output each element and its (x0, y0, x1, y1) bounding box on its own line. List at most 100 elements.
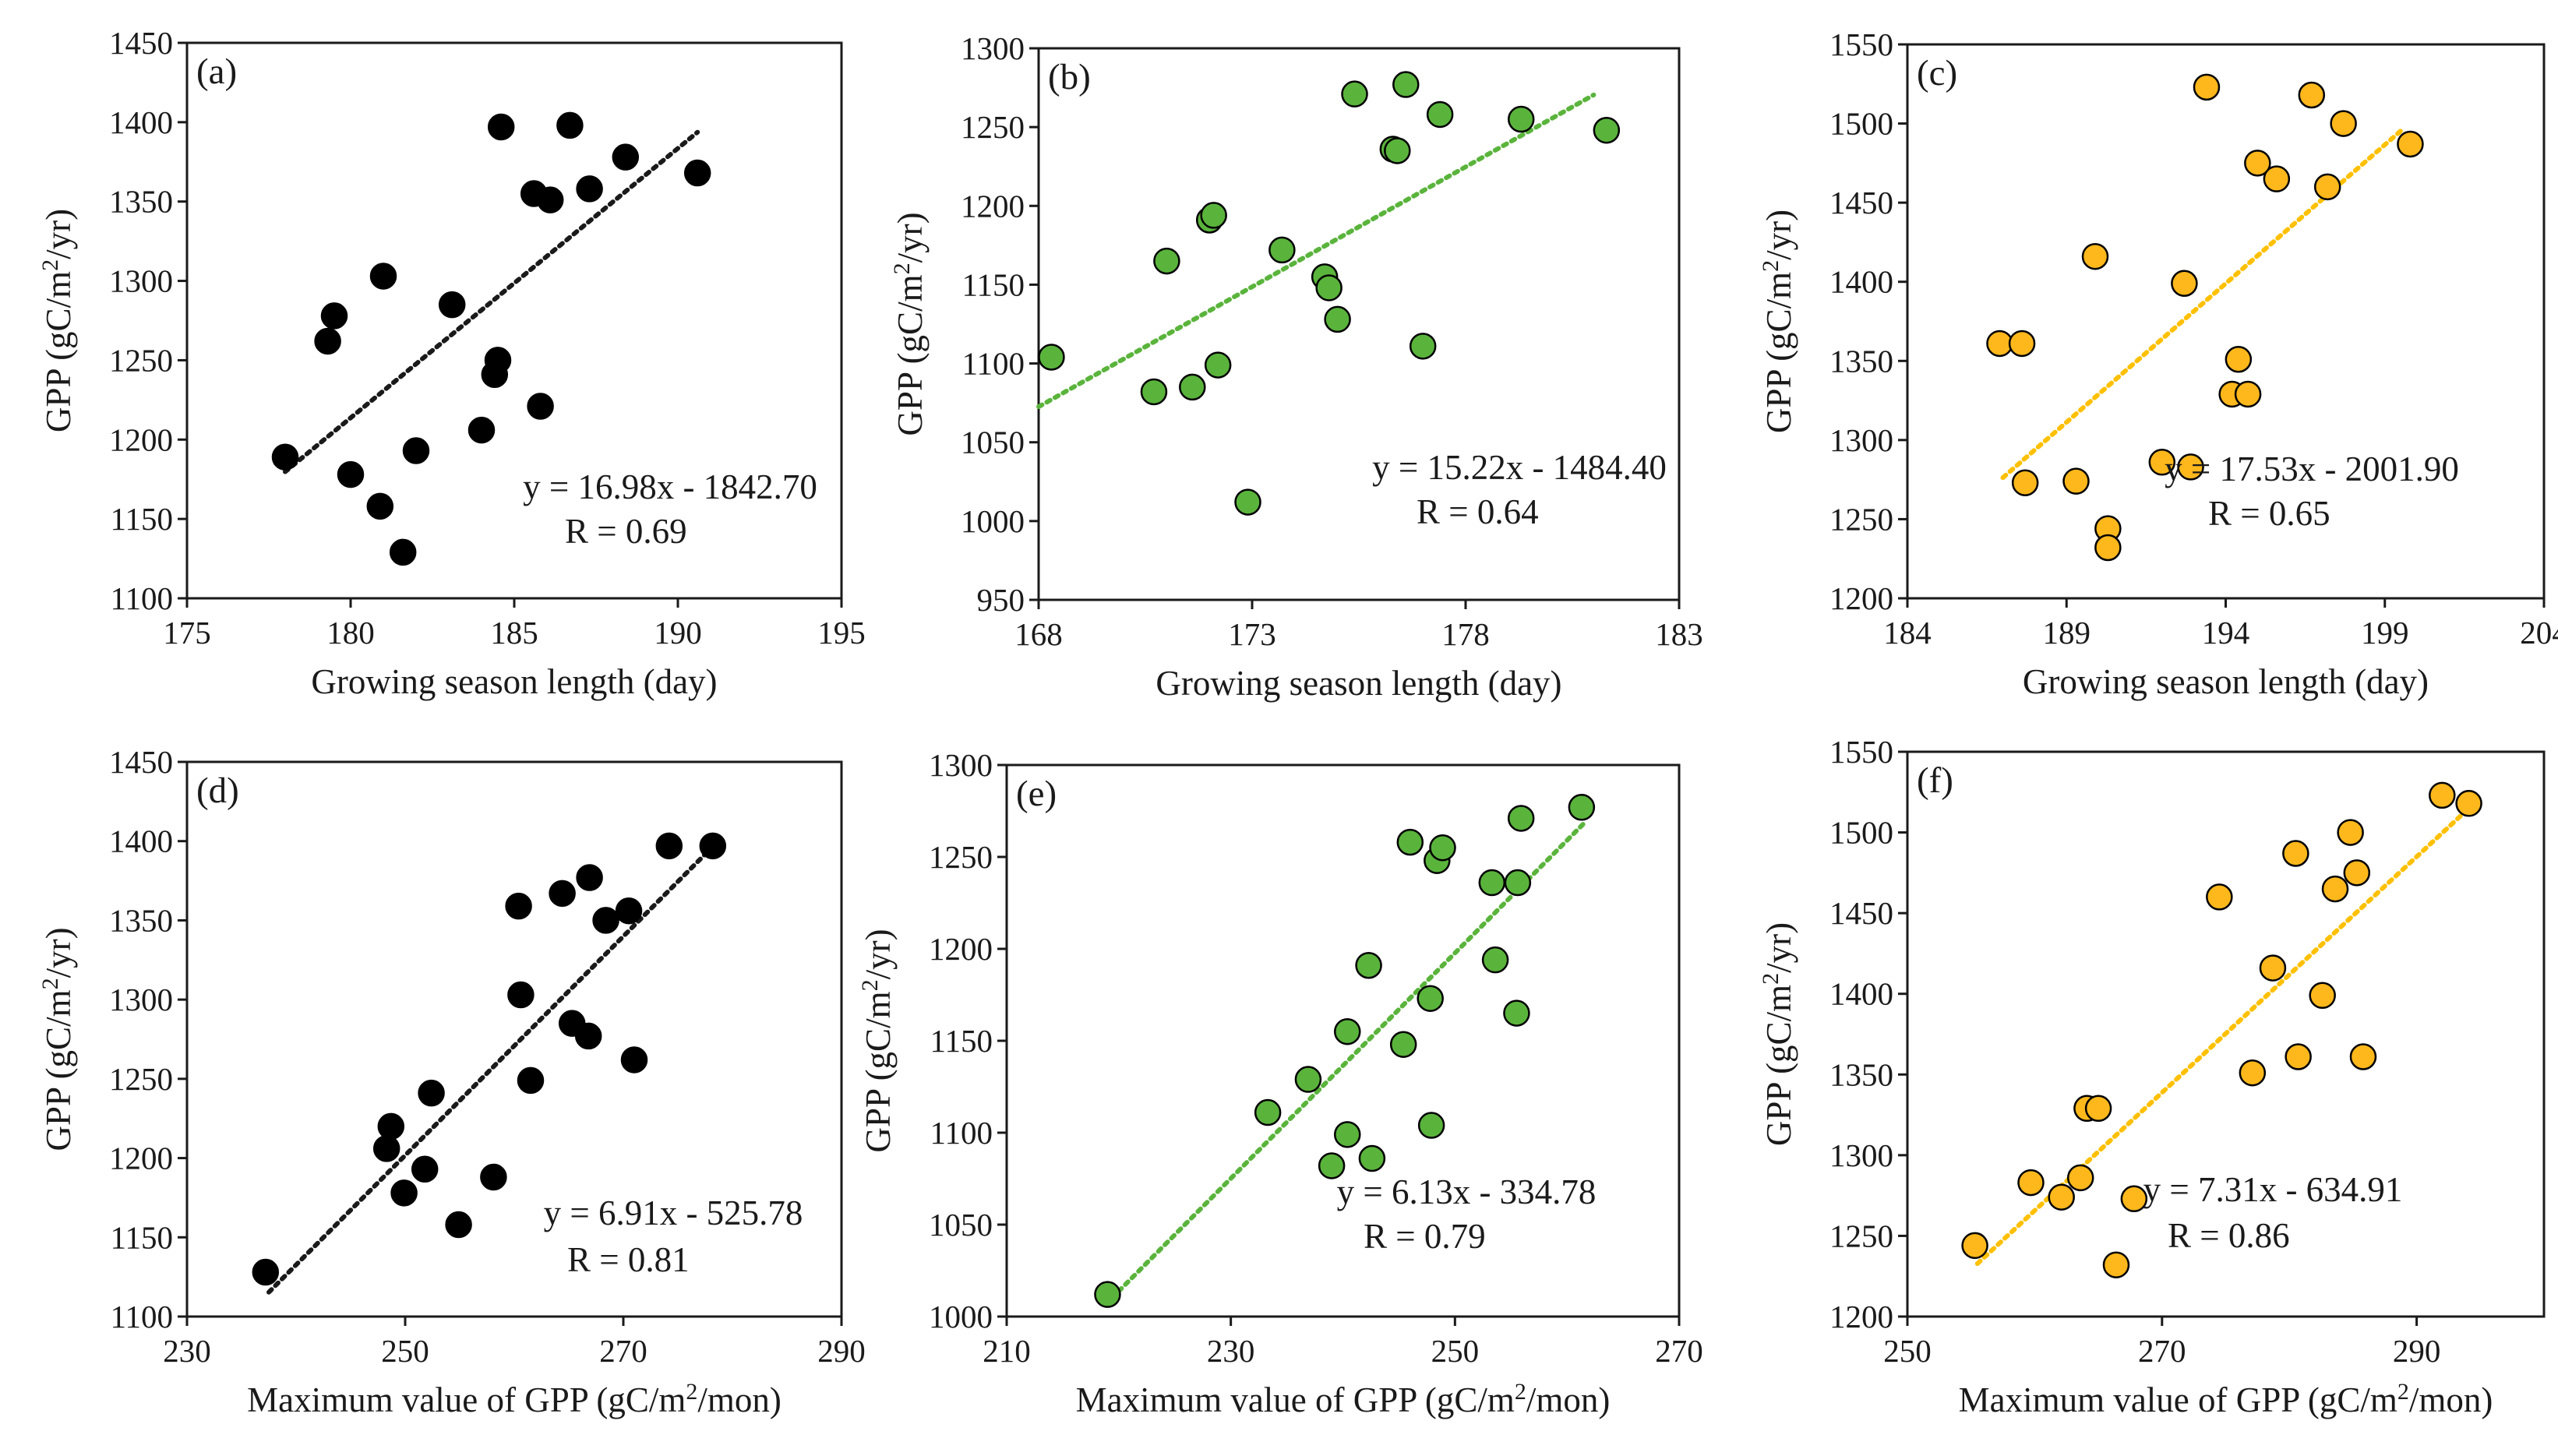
y-tick-label: 1100 (962, 346, 1025, 382)
panel-label: (a) (196, 51, 237, 92)
plot-frame (1037, 47, 1681, 601)
data-point (549, 880, 576, 908)
data-point (2120, 1185, 2148, 1213)
data-point (574, 1022, 602, 1050)
y-tick-label: 1200 (961, 188, 1025, 224)
y-tick-label: 1250 (1829, 501, 1893, 537)
data-point (2148, 449, 2176, 476)
y-tick-label: 1000 (961, 503, 1025, 539)
panel-label: (d) (196, 770, 239, 811)
correlation-label: R = 0.65 (2208, 494, 2330, 533)
y-axis-title: GPP (gC/m2/yr) (889, 212, 930, 435)
y-tick-label: 1050 (929, 1207, 993, 1243)
regression-equation: y = 7.31x - 634.91 (2143, 1170, 2403, 1209)
data-point (2081, 242, 2109, 270)
correlation-label: R = 0.64 (1417, 492, 1539, 531)
data-point (1179, 373, 1206, 401)
data-point (1268, 236, 1296, 264)
data-point (1355, 951, 1382, 979)
x-tick-label: 250 (381, 1333, 429, 1369)
data-point (1389, 1031, 1417, 1058)
y-tick-label: 1200 (929, 931, 993, 967)
x-tick-label: 250 (1431, 1333, 1480, 1369)
data-point (377, 1112, 405, 1140)
correlation-label: R = 0.86 (2168, 1216, 2290, 1255)
y-tick-label: 1000 (929, 1299, 993, 1334)
y-tick-label: 1350 (1829, 1056, 1893, 1092)
data-point (1507, 805, 1535, 832)
data-point (1234, 488, 1261, 516)
data-point (2285, 1043, 2312, 1070)
y-tick-label: 1200 (1829, 580, 1893, 616)
data-point (507, 981, 535, 1009)
data-point (1478, 869, 1506, 897)
y-axis-title: GPP (gC/m2/yr) (857, 929, 898, 1152)
y-tick-label: 1300 (109, 263, 173, 299)
x-tick-label: 168 (1014, 616, 1063, 652)
y-tick-label: 950 (977, 582, 1025, 618)
x-tick-label: 290 (817, 1333, 866, 1369)
correlation-label: R = 0.69 (565, 512, 687, 551)
y-tick-label: 1300 (1829, 422, 1893, 458)
data-point (655, 832, 683, 860)
data-point (1568, 794, 1596, 821)
correlation-label: R = 0.81 (567, 1240, 690, 1279)
data-point (505, 892, 532, 920)
data-point (1503, 999, 1530, 1027)
data-point (576, 175, 603, 203)
data-point (1315, 274, 1343, 301)
x-axis-title: Growing season length (day) (311, 662, 717, 701)
x-tick-label: 173 (1228, 616, 1276, 652)
regression-equation: y = 16.98x - 1842.70 (523, 467, 817, 506)
data-point (2397, 130, 2424, 158)
x-tick-label: 270 (2138, 1333, 2186, 1369)
y-tick-label: 1400 (109, 823, 173, 859)
data-point (2066, 1164, 2094, 1192)
y-tick-label: 1100 (930, 1115, 993, 1151)
trend-line (1036, 92, 1597, 410)
data-point (2206, 883, 2233, 911)
data-point (2239, 1059, 2267, 1087)
data-point (2343, 859, 2371, 887)
data-point (372, 1135, 400, 1162)
data-point (536, 186, 564, 213)
x-tick-label: 199 (2361, 615, 2409, 650)
y-tick-label: 1150 (111, 501, 173, 537)
trend-line (266, 841, 718, 1295)
y-tick-label: 1100 (111, 1299, 173, 1334)
y-tick-label: 1400 (1829, 976, 1893, 1012)
y-tick-label: 1450 (109, 25, 173, 61)
data-point (271, 443, 299, 471)
data-point (1986, 330, 2013, 358)
data-point (467, 416, 496, 444)
x-tick-label: 270 (599, 1333, 647, 1369)
y-tick-label: 1300 (1829, 1137, 1893, 1173)
y-tick-label: 1100 (111, 580, 173, 616)
data-point (2011, 469, 2039, 496)
correlation-label: R = 0.79 (1364, 1217, 1486, 1256)
y-tick-label: 1250 (109, 342, 173, 378)
y-tick-label: 1250 (929, 839, 993, 875)
data-point (556, 111, 584, 139)
x-tick-label: 178 (1441, 616, 1490, 652)
data-point (2177, 453, 2204, 481)
x-tick-label: 175 (163, 615, 211, 650)
panel-b: 168 173 178 183 950 1000 1050 1100 1150 1200 1250 1… (889, 30, 1703, 703)
x-tick-label: 184 (1883, 615, 1932, 650)
data-point (418, 1079, 445, 1107)
y-tick-label: 1400 (1829, 264, 1893, 300)
data-point (480, 1163, 507, 1191)
data-point (2337, 819, 2364, 846)
y-tick-label: 1550 (1829, 734, 1893, 770)
x-tick-label: 190 (654, 615, 702, 650)
data-point (369, 263, 397, 290)
data-point (527, 393, 554, 420)
panel-f: 250 270 290 1200 1250 1300 1350 1400 1450 1500 155… (1758, 734, 2546, 1419)
x-tick-label: 230 (1207, 1333, 1255, 1369)
y-tick-label: 1450 (1829, 895, 1893, 931)
data-point (2321, 875, 2349, 903)
data-point (2102, 1251, 2130, 1278)
data-point (2259, 954, 2287, 982)
y-axis-title: GPP (gC/m2/yr) (37, 927, 79, 1151)
regression-equation: y = 6.91x - 525.78 (544, 1193, 803, 1232)
